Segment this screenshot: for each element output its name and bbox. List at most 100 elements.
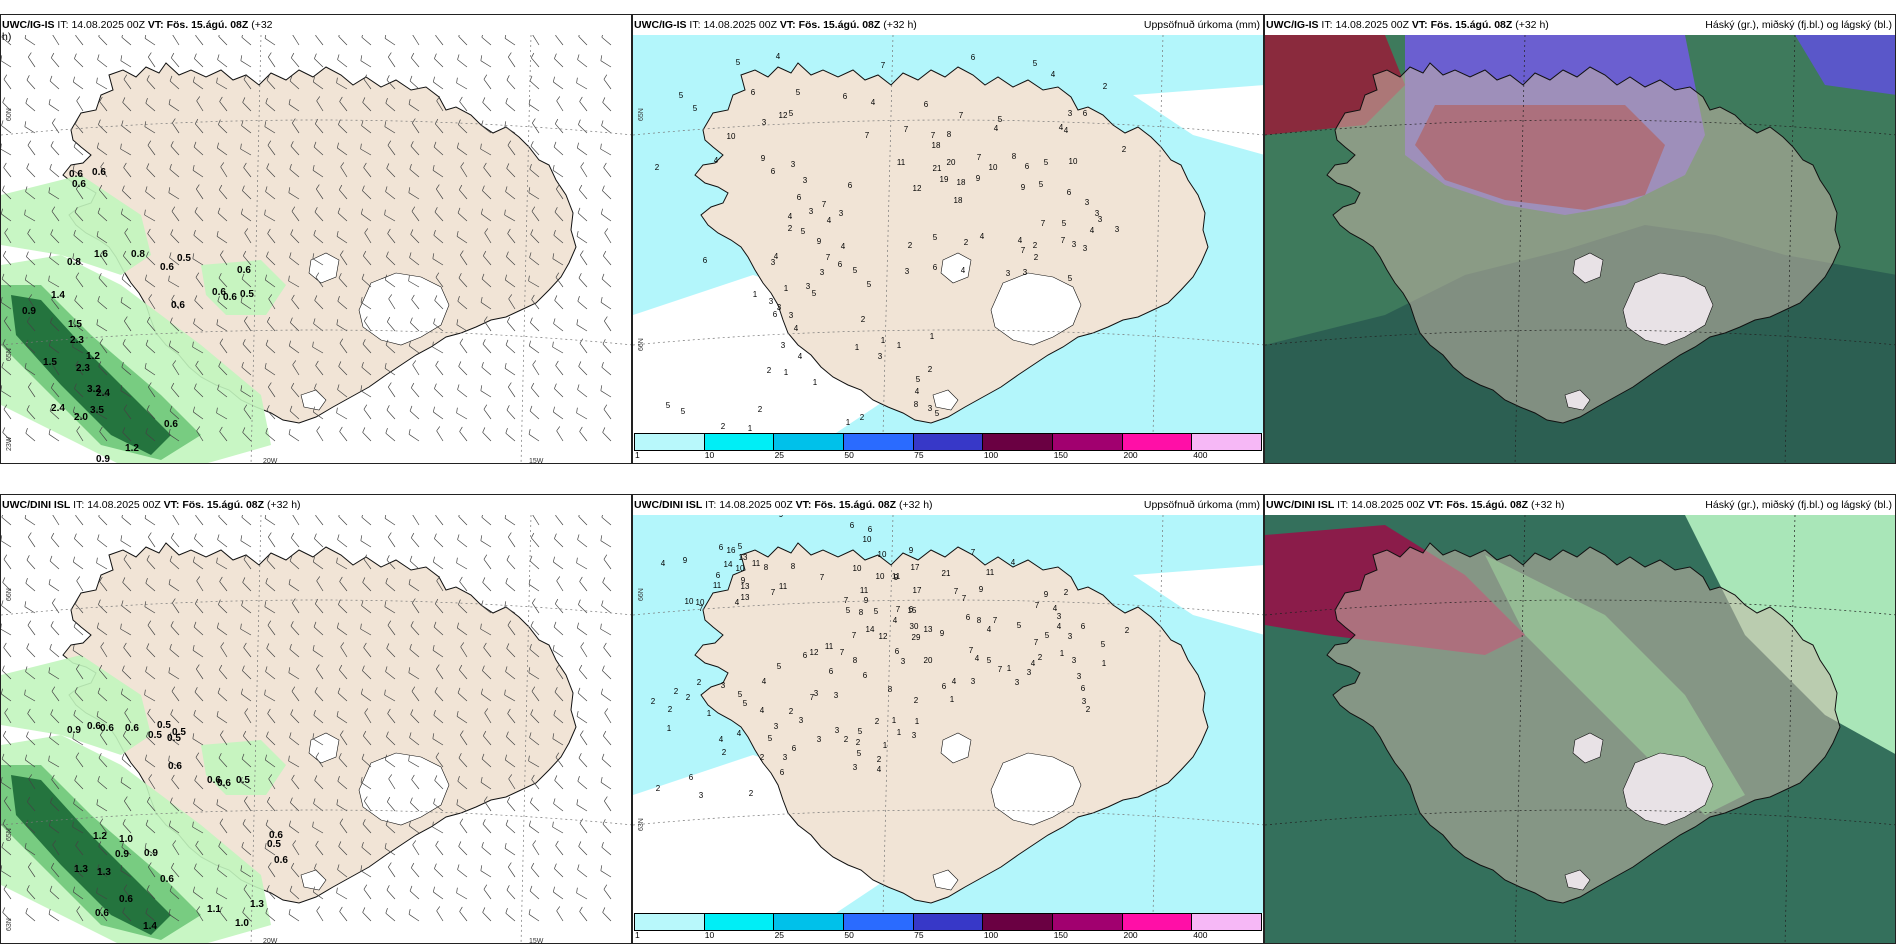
value-label: 0.6 (100, 723, 114, 734)
wind-barb (123, 554, 132, 570)
wind-barb (192, 406, 204, 420)
wind-barb (74, 687, 84, 702)
wind-barb (504, 209, 516, 222)
wind-barb (170, 709, 180, 724)
wind-barb (216, 230, 228, 244)
wind-barb (243, 884, 252, 900)
value-label: 7 (1021, 246, 1026, 255)
value-label: 9 (979, 585, 984, 594)
wind-barb (76, 576, 84, 592)
latitude-line (633, 329, 1263, 346)
wind-barb (482, 250, 492, 266)
wind-barb (408, 187, 420, 200)
colorbar-cell (704, 914, 775, 930)
value-label: 5 (1033, 59, 1038, 68)
wind-barb (240, 688, 252, 702)
map-canvas: 0.9 0.6 0.6 0.6 0.50.5 0.50.50.60.60.6 0.51.2 1… (1, 495, 631, 943)
wind-barb (531, 206, 540, 222)
wind-barb (292, 840, 300, 856)
value-label: 0.6 (223, 292, 237, 303)
colorbar-label: 1 (635, 930, 640, 940)
wind-barb (508, 294, 516, 310)
value-label: 8 (977, 616, 982, 625)
wind-barb (171, 774, 180, 790)
wind-barb (216, 407, 228, 420)
wind-barb (579, 426, 588, 442)
value-label: 1.3 (97, 867, 111, 878)
value-label: 1 (784, 284, 789, 293)
value-label: 0.6 (69, 169, 83, 180)
value-label: 3 (771, 258, 776, 267)
wind-barb (360, 688, 372, 702)
wind-barb (387, 52, 396, 68)
wind-barb (267, 708, 276, 724)
wind-barb (506, 731, 516, 746)
value-label: 2 (908, 241, 913, 250)
wind-barb (27, 862, 36, 878)
wind-barb (506, 316, 516, 332)
wind-barb (3, 796, 12, 812)
value-label: 4 (737, 729, 742, 738)
lead-time: (+32 (251, 19, 273, 31)
wind-barb (480, 688, 492, 702)
colorbar-label: 25 (774, 450, 785, 460)
wind-barb (338, 753, 348, 768)
value-label: 5 (681, 407, 686, 416)
wind-barb (99, 818, 108, 834)
wind-barb (412, 840, 420, 856)
wind-barb (553, 141, 564, 156)
wind-barb (194, 53, 204, 68)
wind-barb (27, 140, 36, 156)
wind-barb (456, 230, 468, 244)
longitude-line (250, 34, 262, 463)
wind-barb (123, 796, 132, 812)
value-label: 6 (895, 647, 900, 656)
wind-barb (460, 642, 468, 658)
wind-barb (600, 385, 612, 398)
wind-barb (408, 820, 420, 834)
wind-barb (604, 228, 612, 244)
wind-barb (337, 864, 348, 878)
wind-barb (290, 709, 300, 724)
wind-barb (530, 382, 540, 398)
wind-barb (240, 143, 252, 156)
wind-barb (337, 776, 348, 790)
wind-barb (72, 644, 84, 658)
wind-barb (147, 140, 156, 156)
wind-barb (51, 294, 60, 310)
wind-barb (312, 733, 324, 746)
wind-barb (124, 228, 132, 244)
wind-barb (170, 141, 180, 156)
wind-barb (3, 884, 12, 900)
wind-barb (555, 840, 564, 856)
wind-barb (289, 885, 300, 900)
wind-barb (49, 644, 60, 658)
map-canvas: 9661094756941613111410691311101078871171… (633, 495, 1263, 915)
wind-barb (48, 187, 60, 200)
wind-barb (434, 533, 444, 548)
value-label: 7 (931, 131, 936, 140)
wind-barb (360, 623, 372, 636)
wind-barb (27, 382, 36, 398)
wind-barb (432, 733, 444, 746)
wind-barb (436, 426, 444, 442)
lead-time-suffix: h) (2, 31, 12, 43)
wind-barb (51, 686, 60, 702)
wind-barb (483, 316, 492, 332)
vt-label: VT: (1427, 499, 1444, 511)
wind-barb (218, 664, 228, 680)
wind-barb (145, 908, 156, 922)
wind-barb (529, 644, 540, 658)
value-label: 6 (850, 521, 855, 530)
value-label: 4 (774, 252, 779, 261)
precip-shading (201, 260, 286, 315)
value-label: 0.6 (269, 830, 283, 841)
wind-barb (312, 253, 324, 266)
lead-time: (+32 h) (266, 499, 301, 511)
value-label: 3 (809, 207, 814, 216)
wind-barb (602, 250, 612, 266)
wind-barb (529, 405, 540, 420)
value-label: 5 (916, 375, 921, 384)
wind-barb (435, 184, 444, 200)
init-time: 14.08.2025 00Z (71, 19, 145, 31)
